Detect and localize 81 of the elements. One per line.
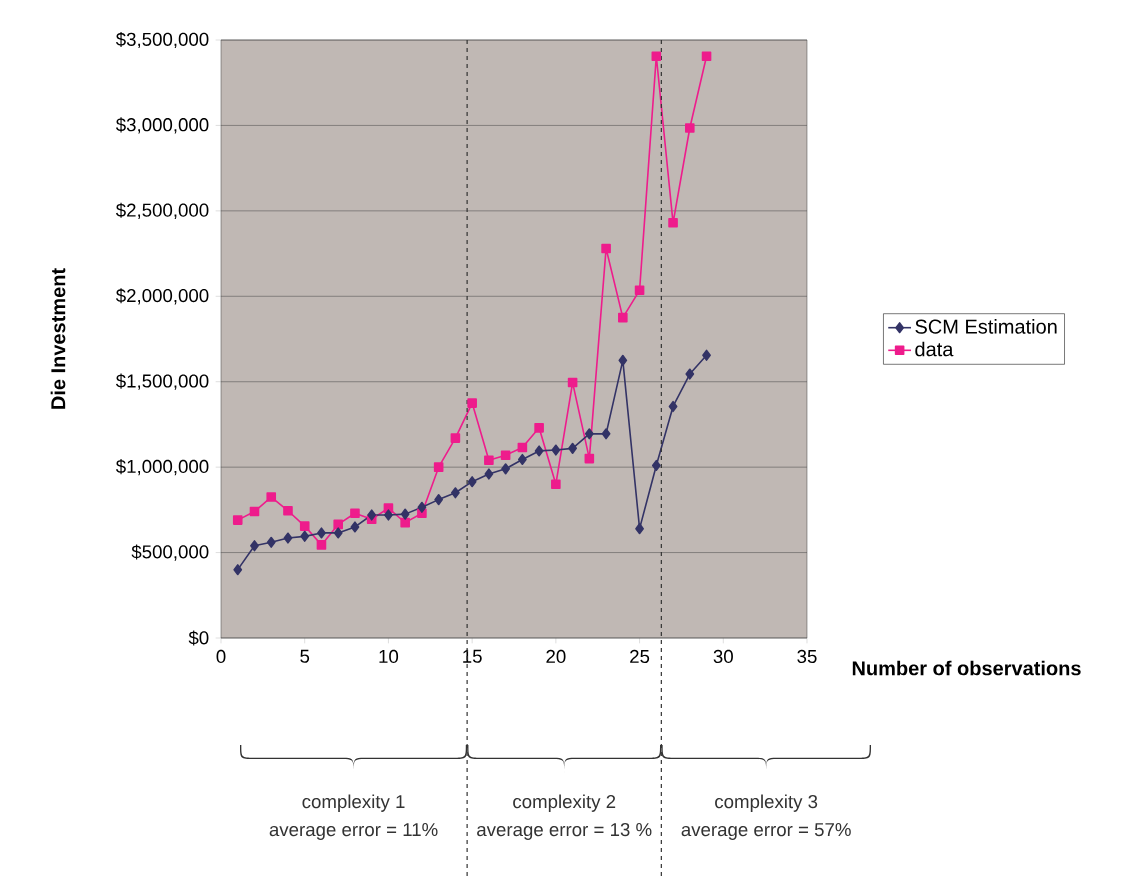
point bbox=[634, 285, 645, 296]
x-axis-title: Number of observations bbox=[852, 660, 1081, 676]
point bbox=[250, 540, 259, 552]
point bbox=[484, 468, 494, 480]
point bbox=[316, 540, 327, 550]
y-tick-label: $2,000,000 bbox=[115, 288, 209, 305]
point bbox=[400, 517, 410, 528]
point bbox=[501, 463, 511, 475]
point bbox=[434, 494, 444, 506]
point bbox=[618, 354, 628, 366]
point bbox=[484, 455, 494, 466]
point bbox=[601, 428, 611, 440]
y-tick-label: $1,500,000 bbox=[115, 373, 209, 390]
point bbox=[299, 521, 310, 531]
x-tick-label: 35 bbox=[797, 649, 817, 664]
point bbox=[701, 51, 712, 62]
point bbox=[450, 433, 461, 443]
y-axis-title: Die Investment bbox=[50, 268, 66, 409]
text: average error = 57% bbox=[681, 823, 851, 840]
text: complexity 3 bbox=[715, 794, 818, 812]
text: complexity 1 bbox=[302, 794, 405, 812]
point bbox=[534, 423, 544, 433]
point bbox=[283, 505, 293, 516]
point bbox=[417, 501, 427, 513]
x-tick-label: 15 bbox=[463, 649, 482, 663]
point bbox=[668, 218, 678, 228]
point bbox=[300, 530, 310, 542]
point bbox=[451, 487, 460, 499]
legend-label: SCM Estimation bbox=[915, 319, 1057, 334]
point bbox=[467, 398, 477, 408]
point bbox=[233, 564, 243, 576]
y-tick-label: $500,000 bbox=[131, 544, 209, 561]
y-tick-label: $3,000,000 bbox=[115, 117, 209, 134]
point bbox=[517, 453, 527, 466]
point bbox=[333, 527, 343, 539]
text: average error = 13 % bbox=[477, 822, 652, 840]
point bbox=[350, 508, 360, 519]
point bbox=[584, 453, 595, 464]
point bbox=[567, 377, 578, 388]
point bbox=[433, 462, 444, 472]
point bbox=[618, 312, 628, 323]
point bbox=[651, 459, 661, 472]
point bbox=[702, 349, 711, 361]
y-tick-label: $3,500,000 bbox=[115, 31, 209, 49]
point bbox=[500, 450, 511, 460]
point bbox=[266, 536, 276, 548]
point bbox=[384, 509, 393, 521]
text: average error = 11% bbox=[269, 823, 438, 840]
point bbox=[685, 368, 695, 380]
point bbox=[350, 521, 360, 533]
x-tick-label: 5 bbox=[300, 649, 310, 663]
point bbox=[551, 479, 561, 490]
y-tick-label: $0 bbox=[188, 630, 209, 646]
point bbox=[400, 508, 410, 520]
point bbox=[601, 243, 611, 254]
point bbox=[568, 442, 577, 454]
point bbox=[651, 51, 662, 62]
point bbox=[584, 428, 594, 440]
x-tick-label: 10 bbox=[379, 649, 399, 664]
point bbox=[685, 123, 695, 133]
legend-label: data bbox=[915, 341, 954, 357]
point bbox=[333, 519, 343, 530]
point bbox=[266, 492, 277, 502]
point bbox=[467, 476, 477, 488]
point bbox=[232, 515, 243, 525]
point bbox=[551, 444, 561, 456]
point bbox=[249, 506, 260, 517]
x-tick-label: 0 bbox=[216, 649, 226, 664]
point bbox=[367, 509, 377, 521]
point bbox=[517, 442, 528, 453]
point bbox=[668, 400, 678, 413]
point bbox=[635, 523, 644, 535]
y-tick-label: $1,000,000 bbox=[115, 459, 209, 476]
point bbox=[317, 527, 326, 539]
point bbox=[283, 532, 293, 544]
text: complexity 2 bbox=[513, 794, 616, 812]
x-tick-label: 25 bbox=[630, 649, 650, 664]
x-tick-label: 20 bbox=[546, 649, 566, 664]
x-tick-label: 30 bbox=[713, 649, 733, 664]
point bbox=[534, 445, 544, 457]
y-tick-label: $2,500,000 bbox=[115, 202, 209, 219]
